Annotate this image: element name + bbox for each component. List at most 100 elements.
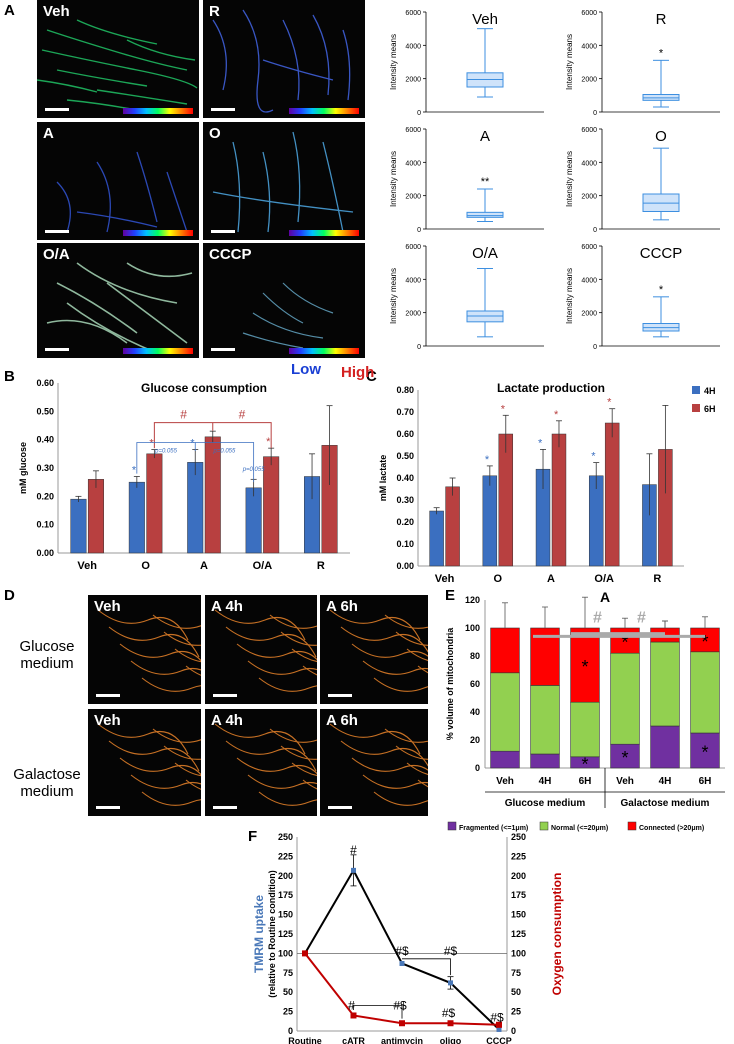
bar-segment (610, 652, 640, 745)
tick-label: 0 (417, 344, 421, 351)
legend-label: 4H (704, 386, 716, 396)
category-label: CCCP (486, 1036, 512, 1044)
bar-segment (530, 685, 560, 755)
tick-label: 0.40 (396, 473, 414, 483)
scale-bar (96, 806, 120, 809)
tick-label: 4000 (405, 43, 421, 50)
significance-mark: * (149, 438, 154, 450)
color-scale (123, 348, 193, 354)
bar (604, 422, 620, 567)
hash-mark: # (239, 408, 246, 422)
significance-mark: #$ (393, 998, 407, 1012)
tick-label-right: 50 (511, 987, 521, 997)
tick-label-right: 200 (511, 871, 526, 881)
scale-bar (211, 348, 235, 351)
tick-label-right: 75 (511, 968, 521, 978)
category-label: O (141, 560, 150, 572)
tick-label-left: 125 (278, 929, 293, 939)
legend-label: Fragmented (<=1μm) (459, 825, 528, 832)
micro-image-1-1: A 4h (205, 709, 317, 816)
legend-swatch (627, 821, 637, 831)
tick-label-right: 250 (511, 832, 526, 842)
micro-label: R (209, 3, 220, 20)
scale-bar (45, 108, 69, 111)
micro-image-veh: Veh (37, 0, 199, 118)
significance-mark: * (621, 633, 628, 653)
micro-image-0-0: Veh (88, 595, 201, 704)
mito-texture (214, 723, 317, 806)
data-point (302, 950, 308, 957)
tick-label: 4000 (405, 160, 421, 167)
category-label: A (547, 573, 555, 585)
tick-label-left: 100 (278, 948, 293, 958)
tick-label: 0.30 (36, 463, 54, 473)
tick-label: 60 (470, 679, 480, 689)
tick-label-left: 75 (283, 968, 293, 978)
p-value: p=0.055 (213, 449, 237, 455)
legend-label: Connected (>20μm) (639, 825, 704, 832)
mito-texture (329, 609, 428, 692)
micro-label: Veh (94, 598, 121, 615)
data-point (399, 960, 405, 966)
tick-label: 0.20 (36, 491, 54, 501)
axis-label-left-sub: (relative to Routine condition) (267, 870, 277, 998)
category-label: R (317, 560, 325, 572)
scale-bar (328, 694, 352, 697)
axis-label: Intensity means (565, 34, 574, 90)
micro-label: A 6h (326, 598, 358, 615)
tick-label-right: 225 (511, 851, 526, 861)
group-label: Galactose medium (621, 798, 710, 809)
tick-label: 0 (417, 110, 421, 117)
bar-segment (570, 627, 600, 703)
bar (498, 433, 514, 567)
bar (551, 433, 567, 567)
tick-label: 4000 (581, 43, 597, 50)
plot-title: Veh (472, 11, 498, 28)
significance-mark: ** (481, 176, 490, 188)
plot-title: CCCP (640, 245, 683, 262)
legend-swatch (692, 404, 700, 412)
tick-label: 2000 (581, 194, 597, 201)
tick-label: 0 (593, 227, 597, 234)
plot-title: O/A (472, 245, 498, 262)
micro-label: A (43, 125, 54, 142)
micro-image-1-0: Veh (88, 709, 201, 816)
mito-texture (212, 131, 354, 233)
data-point (496, 1021, 502, 1028)
significance-mark: * (701, 743, 708, 763)
legend-label: Normal (<=20μm) (551, 825, 608, 832)
bracket (402, 958, 451, 976)
tick-label-left: 225 (278, 851, 293, 861)
tick-label-left: 25 (283, 1007, 293, 1017)
significance-mark: #$ (395, 944, 409, 958)
significance-mark: * (581, 657, 588, 677)
tick-label-left: 0 (288, 1026, 293, 1036)
color-scale (289, 230, 359, 236)
bracket (353, 1004, 403, 1019)
tick-label-right: 150 (511, 910, 526, 920)
row-label-galactose: Galactose medium (13, 766, 81, 800)
scale-bar (45, 348, 69, 351)
chart-title: Lactate production (497, 381, 605, 395)
panel-label-d: D (4, 587, 15, 604)
micro-image-cccp: CCCP (203, 243, 365, 358)
scale-high-label: High (341, 364, 375, 381)
tick-label: 4000 (581, 160, 597, 167)
micro-image-r: R (203, 0, 365, 118)
category-label: Veh (496, 776, 514, 787)
mito-texture (214, 609, 317, 692)
category-label: A (200, 560, 208, 572)
bar-segment (570, 701, 600, 758)
bar-segment (490, 750, 520, 769)
group-label: Glucose medium (505, 798, 586, 809)
tick-label: 120 (465, 595, 480, 605)
bar (128, 481, 145, 554)
tick-label: 2000 (581, 311, 597, 318)
data-point (447, 1020, 454, 1027)
mito-texture (242, 282, 334, 349)
micro-label: Veh (94, 712, 121, 729)
mito-texture (37, 19, 198, 113)
chart-tmrm-oxygen: TMRM uptake (relative to Routine conditio… (252, 832, 564, 1044)
scale-bar (211, 230, 235, 233)
tick-label: 2000 (405, 311, 421, 318)
